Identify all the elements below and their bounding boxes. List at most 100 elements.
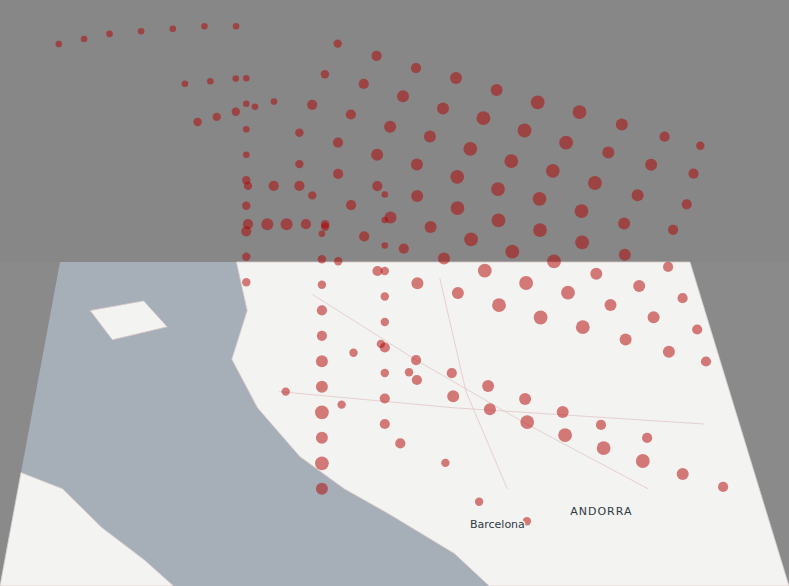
event-dot [718,482,728,492]
event-dot [308,191,316,199]
event-dot [597,441,611,455]
event-dot [688,169,698,179]
event-dot [307,100,317,110]
event-dot [590,268,602,280]
event-dot [405,368,413,376]
event-dot [504,154,518,168]
event-dot [596,420,606,430]
event-dot [333,138,343,148]
event-dot [620,334,632,346]
event-dot [477,111,491,125]
event-dot [619,249,631,261]
points [56,23,729,526]
event-dot [281,218,293,230]
event-dot [682,199,692,209]
event-dot [359,231,369,241]
event-dot [677,468,689,480]
event-dot [602,146,614,158]
event-dot [475,498,483,506]
event-dot [450,170,464,184]
event-dot [464,233,478,247]
event-dot [282,387,290,395]
event-dot [318,281,326,289]
event-dot [411,355,421,365]
event-dot [384,121,396,133]
event-dot [106,31,113,38]
event-dot [233,75,240,82]
event-dot [295,129,303,137]
event-dot [424,131,436,143]
event-dot [381,292,389,300]
event-dot [636,454,650,468]
event-dot [491,182,505,196]
event-dot [334,39,342,47]
event-dot [411,277,423,289]
event-dot [316,432,328,444]
event-dot [294,181,304,191]
event-dot [411,190,423,202]
event-dot [605,299,617,311]
event-dot [447,390,459,402]
event-dot [271,98,278,105]
event-dot [559,136,573,150]
event-dot [252,103,259,110]
event-dot [411,63,421,73]
event-dot [318,255,326,263]
event-dot [484,403,496,415]
event-dot [316,355,328,367]
event-dot [663,262,673,272]
event-dot [519,393,531,405]
background [0,0,789,586]
event-dot [243,152,250,159]
event-dot [588,176,602,190]
event-dot [451,201,465,215]
event-dot [243,219,253,229]
event-dot [371,149,383,161]
event-dot [182,80,189,87]
event-dot [663,346,675,358]
land [0,473,174,586]
event-dot [321,220,329,228]
event-dot [492,214,506,228]
event-dot [242,278,250,286]
event-dot [546,164,560,178]
event-dot [645,159,657,171]
event-dot [632,189,644,201]
event-dot [411,159,423,171]
event-dot [346,109,356,119]
event-dot [382,217,389,224]
event-dot [317,305,327,315]
event-dot [450,72,462,84]
event-dot [301,219,311,229]
event-dot [519,276,533,290]
event-dot [520,415,534,429]
border [279,392,704,424]
event-dot [558,428,572,442]
scene: ANDORRA Barcelona [0,0,789,586]
place-label: ANDORRA [570,505,632,518]
event-dot [533,192,547,206]
event-dot [138,28,145,35]
sea [0,262,789,586]
event-dot [382,242,389,249]
land [90,301,167,340]
back-wall [0,0,789,262]
event-dot [295,160,303,168]
event-dot [333,169,343,179]
place-label: Barcelona [470,518,525,531]
event-dot [616,118,628,130]
event-dot [372,51,382,61]
event-dot [349,349,357,357]
event-dot [321,70,329,78]
event-dot [482,380,494,392]
event-dot [692,324,702,334]
event-dot [491,84,503,96]
event-dot [207,78,214,85]
event-dot [533,223,547,237]
event-dot [576,320,590,334]
event-dot [633,280,645,292]
event-dot [678,293,688,303]
event-dot [441,459,449,467]
event-dot [380,419,390,429]
event-dot [573,105,587,119]
